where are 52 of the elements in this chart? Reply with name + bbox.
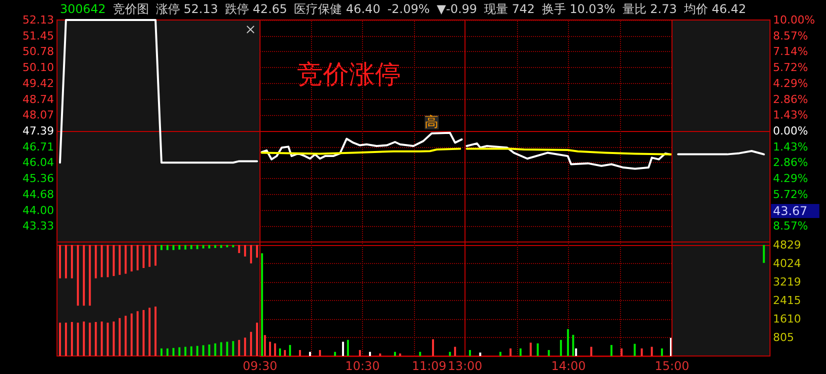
text: 跌停 42.65	[224, 1, 288, 17]
text: 现量 742	[484, 1, 535, 17]
y-tick-label: 44.00	[22, 204, 54, 217]
text: -2.09%	[387, 1, 430, 17]
y-tick-label: 5.72%	[773, 188, 808, 201]
y-tick-label: 46.71	[22, 140, 54, 154]
y-tick-label: 49.42	[22, 76, 54, 90]
y-tick-label: 2415	[773, 294, 801, 307]
y-tick-label: 48.07	[22, 108, 54, 122]
x-tick-label: 10:30	[345, 359, 380, 373]
y-tick-label: 48.74	[22, 92, 54, 106]
y-tick-label: 52.13	[22, 14, 54, 26]
y-tick-label: 2.86%	[773, 156, 808, 170]
y-tick-label: 8.57%	[773, 220, 808, 233]
text: 竞价图	[112, 1, 149, 17]
x-tick-label: 11:09	[412, 359, 446, 373]
y-tick-label: 50.10	[22, 61, 54, 74]
x-tick-label: 09:30	[242, 359, 278, 373]
chart-title: 300642	[60, 1, 106, 17]
text: 量比 2.73	[622, 1, 677, 17]
y-tick-label: 1.43%	[773, 140, 808, 154]
y-tick-label: 44.68	[22, 188, 54, 201]
y-tick-label: 1.43%	[773, 108, 808, 122]
text: 换手 10.03%	[542, 1, 616, 17]
y-tick-label: 45.36	[22, 172, 54, 186]
text: 涨停 52.13	[156, 1, 218, 17]
text: 43.67	[773, 204, 808, 218]
text: ▼-0.99	[436, 1, 478, 17]
y-tick-label: 50.78	[22, 45, 54, 58]
y-tick-label: 5.72%	[773, 61, 808, 74]
text: 均价 46.42	[684, 1, 746, 17]
y-tick-label: 47.39	[22, 124, 54, 138]
y-tick-label: 8.57%	[773, 29, 808, 42]
y-tick-label: 3219	[773, 276, 801, 289]
y-tick-label: 805	[773, 331, 794, 344]
y-tick-label: 4024	[773, 257, 801, 270]
annotation: 高	[424, 114, 439, 130]
y-tick-label: 10.00%	[773, 14, 815, 26]
y-tick-label: 51.45	[22, 29, 54, 42]
x-tick-label: 13:00	[448, 359, 482, 373]
y-tick-label: 4.29%	[773, 172, 808, 186]
x-tick-label: 15:00	[654, 359, 690, 373]
y-tick-label: 4829	[773, 238, 801, 252]
text: 医疗保健 46.40	[294, 1, 380, 17]
y-tick-label: 4.29%	[773, 76, 808, 90]
y-tick-label: 1610	[773, 312, 801, 326]
y-tick-label: 43.33	[22, 220, 54, 233]
y-tick-label: 7.14%	[773, 45, 808, 58]
y-tick-label: 46.04	[22, 156, 54, 170]
y-tick-label: 2.86%	[773, 92, 808, 106]
y-tick-label: 0.00%	[773, 124, 808, 138]
x-tick-label: 14:00	[551, 359, 586, 373]
